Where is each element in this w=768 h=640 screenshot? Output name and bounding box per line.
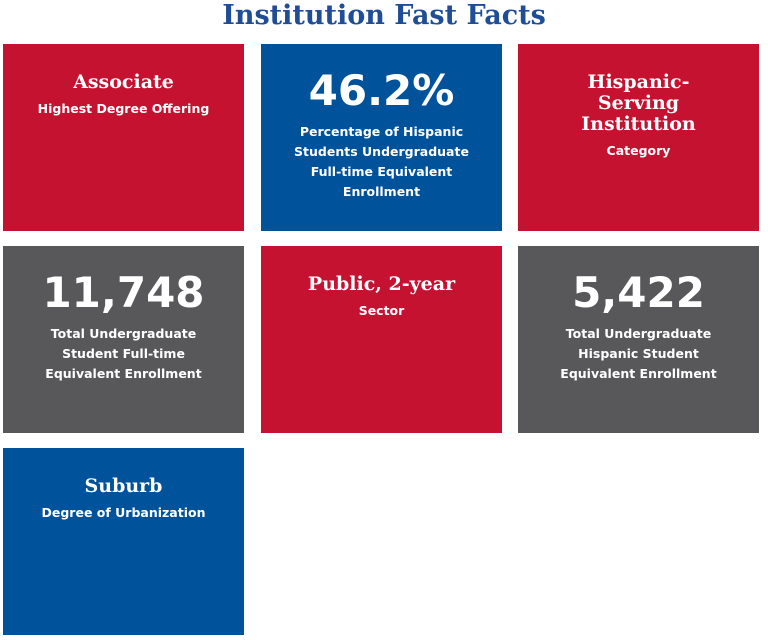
tile-label: Sector bbox=[358, 303, 405, 318]
tile-label: Percentage of Hispanic Students Undergra… bbox=[294, 124, 469, 199]
tile: Hispanic-Serving Institution Category bbox=[518, 44, 759, 231]
tile-value: Suburb bbox=[84, 475, 163, 497]
tile: 5,422 Total Undergraduate Hispanic Stude… bbox=[518, 246, 759, 433]
page-title: Institution Fast Facts bbox=[222, 0, 546, 31]
tile-value: 5,422 bbox=[572, 268, 705, 317]
tile: Associate Highest Degree Offering bbox=[3, 44, 244, 231]
tile-value: 11,748 bbox=[42, 268, 205, 317]
tile: 46.2% Percentage of Hispanic Students Un… bbox=[261, 44, 502, 231]
tile-value: Associate bbox=[73, 71, 174, 93]
tile-value: Public, 2-year bbox=[307, 273, 456, 295]
tile-value: Hispanic-Serving Institution bbox=[581, 71, 696, 135]
tile: Public, 2-year Sector bbox=[261, 246, 502, 433]
tile: 11,748 Total Undergraduate Student Full-… bbox=[3, 246, 244, 433]
tile-label: Total Undergraduate Hispanic Student Equ… bbox=[560, 326, 717, 381]
tile-label: Total Undergraduate Student Full-time Eq… bbox=[45, 326, 202, 381]
tile-label: Highest Degree Offering bbox=[37, 101, 210, 116]
tile-label: Degree of Urbanization bbox=[41, 505, 206, 520]
tile: Suburb Degree of Urbanization bbox=[3, 448, 244, 635]
tile-label: Category bbox=[606, 143, 671, 158]
tile-value: 46.2% bbox=[308, 66, 455, 115]
